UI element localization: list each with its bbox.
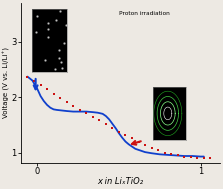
Point <box>46 28 50 31</box>
Point <box>35 15 39 18</box>
Point <box>57 48 60 51</box>
Point <box>43 58 47 61</box>
Point <box>46 36 49 39</box>
Point <box>34 31 37 34</box>
Point <box>60 66 64 69</box>
Point <box>53 68 56 71</box>
Text: Proton irradiation: Proton irradiation <box>119 11 170 16</box>
Point <box>63 41 66 44</box>
Point <box>58 10 61 13</box>
Point <box>55 19 58 22</box>
Point <box>59 61 63 64</box>
Point <box>57 56 61 59</box>
Point <box>46 22 50 25</box>
X-axis label: x in LiₓTiO₂: x in LiₓTiO₂ <box>97 177 144 186</box>
Point <box>64 23 68 26</box>
Y-axis label: Voltage (V vs. Li/Li⁺): Voltage (V vs. Li/Li⁺) <box>3 47 10 118</box>
